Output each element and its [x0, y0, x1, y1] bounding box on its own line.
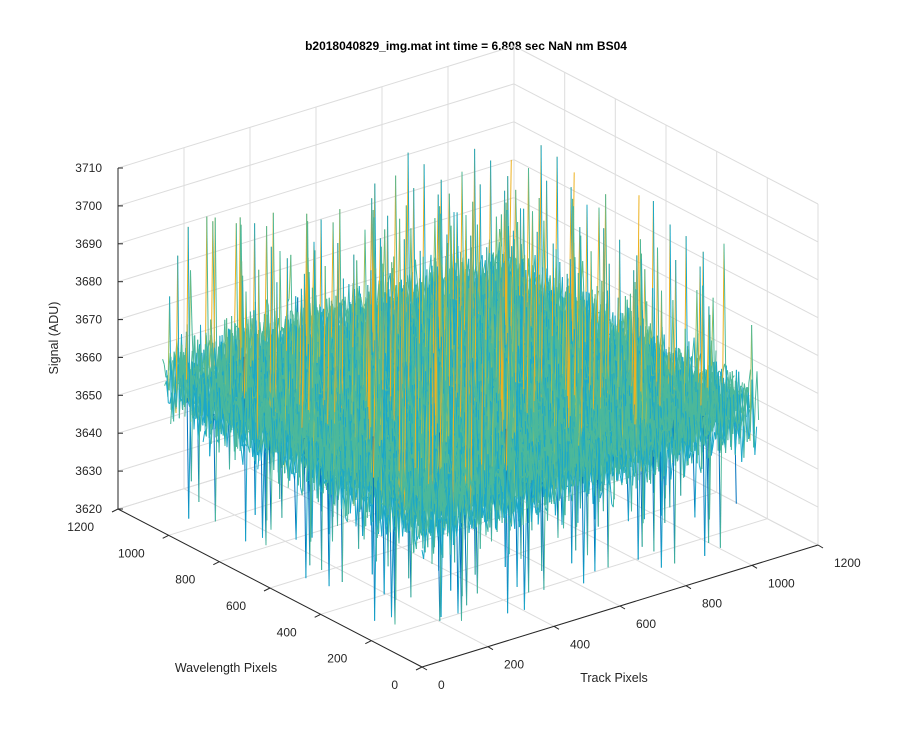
surface-segment [170, 394, 173, 425]
y-tick-mark [213, 561, 220, 566]
y-tick-mark [263, 587, 271, 592]
surface-segment [395, 175, 398, 303]
surface-segment [233, 326, 236, 368]
surface-segment [210, 319, 213, 345]
surface-segment [163, 364, 167, 378]
surface-segment [190, 270, 193, 331]
x-tick-mark [619, 605, 626, 610]
surface-segment [169, 353, 173, 371]
grid-line [513, 234, 819, 394]
surface-segment [168, 353, 171, 371]
surface-segment [255, 328, 259, 363]
surface-segment [174, 357, 177, 408]
grid-line [117, 197, 515, 321]
grid-line [320, 491, 717, 615]
grid-line [117, 159, 515, 283]
surface-segment [171, 370, 175, 422]
surface-segment [377, 280, 380, 301]
surface-segment [162, 359, 165, 365]
surface-segment [177, 255, 180, 419]
grid-line [117, 45, 515, 169]
x-tick-mark [817, 544, 824, 549]
grid-line [117, 83, 515, 207]
surface-segment [173, 354, 177, 360]
grid-line [513, 121, 819, 281]
grid-line [513, 159, 819, 319]
grid-line [513, 45, 819, 205]
surface-segment [360, 296, 363, 308]
y-tick-mark [365, 640, 372, 645]
surface-segment [175, 378, 179, 408]
axis-lines [111, 167, 824, 671]
surface-segment [169, 296, 172, 410]
data-surface [162, 145, 760, 625]
surface-segment [202, 431, 206, 443]
surface-segment [167, 296, 171, 398]
surface-segment [214, 217, 218, 372]
y-tick-mark [162, 534, 169, 539]
y-tick-mark [314, 613, 321, 618]
grid-line [117, 121, 515, 245]
surface-segment [188, 415, 191, 519]
grid-line [371, 518, 768, 642]
surface-segment [509, 159, 512, 259]
x-tick-mark [421, 666, 428, 671]
chart-title: b2018040829_img.mat int time = 6.808 sec… [305, 39, 627, 53]
x-tick-mark [553, 625, 560, 630]
surface-segment [172, 360, 175, 394]
surface-segment [414, 259, 418, 280]
surface-segment [187, 396, 190, 399]
surface-segment [175, 255, 179, 414]
grid-line [513, 197, 819, 357]
surface-segment [166, 370, 169, 403]
surface-segment [344, 296, 348, 319]
surface-segment [209, 340, 213, 354]
x-tick-mark [685, 585, 692, 590]
x-tick-mark [751, 564, 758, 569]
y-tick-mark [111, 508, 119, 513]
grid-line [513, 83, 819, 243]
x-tick-mark [487, 646, 494, 651]
surface-segment [186, 393, 190, 519]
surface-segment [259, 322, 263, 344]
surface-segment [179, 398, 183, 401]
surface-segment [210, 221, 214, 367]
y-tick-mark [415, 666, 423, 671]
